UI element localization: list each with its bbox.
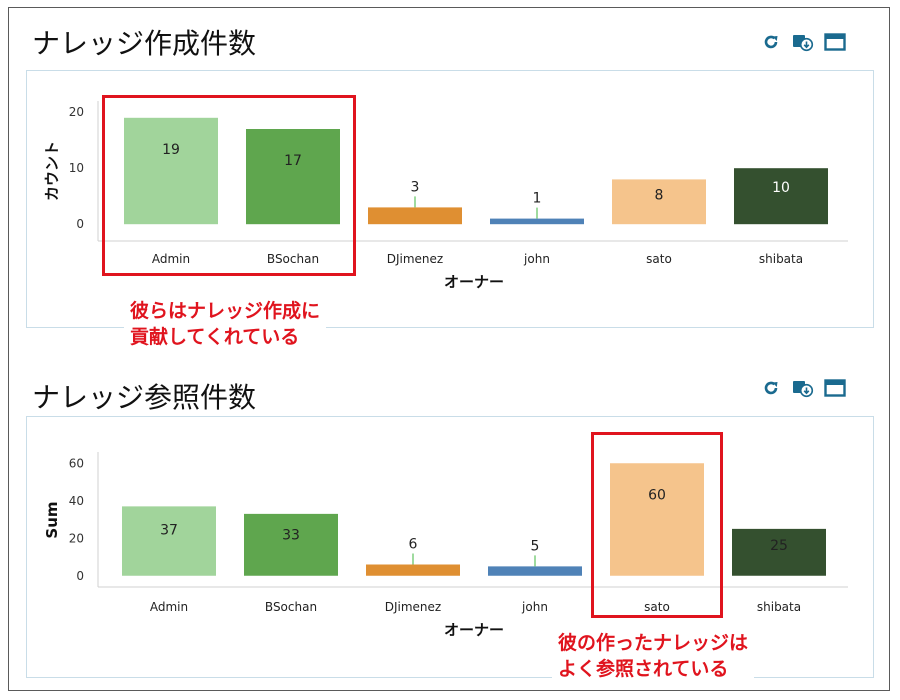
y-tick-label: 20 (69, 105, 84, 119)
data-label: 33 (282, 528, 300, 544)
screenshot-frame (8, 7, 890, 691)
data-label: 1 (533, 191, 542, 207)
x-tick-label: BSochan (267, 252, 319, 266)
x-axis-label: オーナー (444, 621, 504, 639)
x-tick-label: shibata (757, 600, 801, 614)
maximize-icon[interactable] (824, 31, 846, 53)
x-tick-label: john (523, 252, 550, 266)
bar-shibata (734, 168, 828, 225)
bar-sato (610, 463, 704, 576)
reference-annotation-line1: 彼の作ったナレッジは (558, 632, 749, 654)
y-tick-label: 20 (69, 531, 84, 545)
creation-panel-title: ナレッジ作成件数 (32, 27, 257, 60)
data-label: 8 (655, 188, 664, 204)
y-tick-label: 0 (76, 217, 84, 231)
creation-highlight-box (102, 95, 356, 276)
creation-annotation-line1: 彼らはナレッジ作成に (130, 300, 321, 322)
reference-chart-panel (26, 416, 874, 678)
bar-Admin (122, 506, 216, 576)
bar-john (488, 566, 582, 576)
bar-sato (612, 179, 706, 225)
y-tick-label: 40 (69, 494, 84, 508)
x-tick-label: Admin (152, 252, 190, 266)
data-label: 25 (770, 538, 788, 554)
creation-annotation: 彼らはナレッジ作成に 貢献してくれている (124, 296, 327, 352)
bar-BSochan (246, 129, 340, 225)
x-tick-label: DJimenez (385, 600, 441, 614)
x-tick-label: shibata (759, 252, 803, 266)
data-label: 3 (411, 179, 420, 195)
data-label: 5 (531, 538, 540, 554)
bar-DJimenez (366, 564, 460, 576)
refresh-icon[interactable] (760, 31, 782, 53)
x-tick-label: BSochan (265, 600, 317, 614)
creation-toolbar (760, 31, 846, 53)
creation-chart-panel (26, 70, 874, 328)
y-tick-label: 60 (69, 456, 84, 470)
x-tick-label: sato (646, 252, 672, 266)
reference-annotation: 彼の作ったナレッジは よく参照されている (552, 628, 755, 684)
x-tick-label: sato (644, 600, 670, 614)
reference-panel-title: ナレッジ参照件数 (32, 381, 257, 414)
x-tick-label: john (521, 600, 548, 614)
bar-john (490, 218, 584, 225)
data-label: 10 (772, 180, 790, 196)
bar-BSochan (244, 513, 338, 576)
bar-shibata (732, 528, 826, 576)
x-tick-label: Admin (150, 600, 188, 614)
y-tick-label: 0 (76, 569, 84, 583)
y-axis-label: カウント (43, 141, 61, 201)
reference-toolbar (760, 377, 846, 399)
refresh-icon[interactable] (760, 377, 782, 399)
reference-annotation-line2: よく参照されている (558, 658, 729, 680)
export-icon[interactable] (792, 377, 814, 399)
x-tick-label: DJimenez (387, 252, 443, 266)
y-axis-label: Sum (43, 501, 61, 538)
data-label: 19 (162, 142, 180, 158)
data-label: 6 (409, 537, 418, 553)
data-label: 60 (648, 487, 666, 503)
data-label: 17 (284, 153, 302, 169)
export-icon[interactable] (792, 31, 814, 53)
data-label: 37 (160, 523, 178, 539)
x-axis-label: オーナー (444, 273, 504, 291)
reference-highlight-box (591, 432, 723, 618)
y-tick-label: 10 (69, 161, 84, 175)
maximize-icon[interactable] (824, 377, 846, 399)
creation-annotation-line2: 貢献してくれている (130, 326, 300, 348)
bar-Admin (124, 117, 218, 225)
bar-DJimenez (368, 207, 462, 225)
